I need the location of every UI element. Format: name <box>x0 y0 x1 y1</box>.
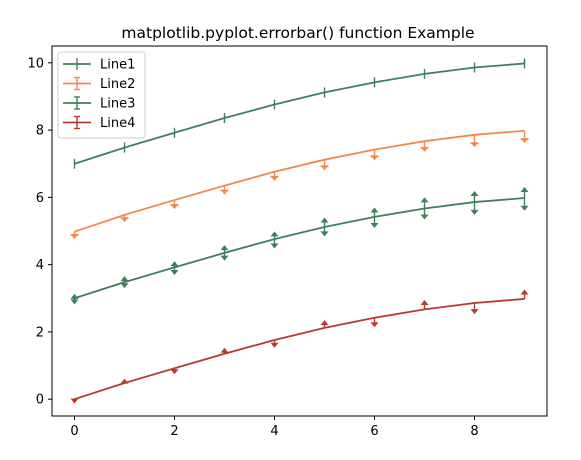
x-tick-label: 4 <box>270 424 278 439</box>
lower-limit-marker <box>170 270 179 276</box>
upper-limit-marker <box>120 276 129 282</box>
lower-limit-marker <box>320 231 329 237</box>
lower-limit-marker <box>520 205 529 211</box>
lower-limit-marker <box>370 155 379 161</box>
upper-limit-marker <box>420 299 429 305</box>
series-line <box>74 129 525 233</box>
y-tick-label: 8 <box>36 124 44 139</box>
legend-item-line3: Line3 <box>63 96 135 112</box>
upper-limit-marker <box>270 231 279 237</box>
lower-limit-marker <box>370 322 379 328</box>
y-tick-label: 4 <box>36 258 44 273</box>
upper-limit-marker <box>470 190 479 196</box>
lower-limit-marker <box>170 204 179 210</box>
series-layer <box>70 58 529 404</box>
lower-limit-marker <box>220 255 229 261</box>
x-tick-label: 8 <box>470 424 478 439</box>
lower-limit-marker <box>420 146 429 152</box>
lower-limit-marker <box>470 142 479 148</box>
lower-limit-marker <box>70 234 79 240</box>
lower-limit-marker <box>270 342 279 348</box>
upper-limit-marker <box>320 320 329 326</box>
lower-limit-marker <box>70 398 79 404</box>
legend-item-line2: Line2 <box>63 76 135 92</box>
lower-limit-marker <box>120 283 129 289</box>
legend-label: Line2 <box>100 77 135 92</box>
series-line2 <box>70 129 529 240</box>
lower-limit-marker <box>70 299 79 305</box>
chart-title: matplotlib.pyplot.errorbar() function Ex… <box>121 24 474 42</box>
lower-limit-marker <box>470 209 479 215</box>
lower-limit-marker <box>270 243 279 249</box>
lower-limit-marker <box>370 222 379 228</box>
lower-limit-marker <box>270 175 279 181</box>
series-line1 <box>73 58 526 169</box>
upper-limit-marker <box>520 289 529 295</box>
x-tick-label: 0 <box>70 424 78 439</box>
upper-limit-marker <box>520 186 529 192</box>
y-tick-label: 2 <box>36 325 44 340</box>
y-tick-label: 10 <box>27 56 44 71</box>
y-tick-label: 0 <box>36 393 44 408</box>
upper-limit-marker <box>220 245 229 251</box>
lower-limit-marker <box>420 214 429 220</box>
lower-limit-marker <box>320 165 329 171</box>
lower-limit-marker <box>470 309 479 315</box>
lower-limit-marker <box>520 138 529 144</box>
upper-limit-marker <box>420 197 429 203</box>
x-tick-label: 2 <box>170 424 178 439</box>
y-tick-label: 6 <box>36 191 44 206</box>
upper-limit-marker <box>70 293 79 299</box>
legend: Line1 Line2 Line3 Line4 <box>57 51 146 139</box>
legend-label: Line1 <box>100 58 135 73</box>
lower-limit-marker <box>170 369 179 375</box>
legend-label: Line4 <box>100 116 135 131</box>
series-line <box>74 197 525 300</box>
upper-limit-marker <box>120 378 129 384</box>
x-tick-label: 6 <box>370 424 378 439</box>
upper-limit-marker <box>220 347 229 353</box>
plot-area <box>51 45 548 417</box>
series-line4 <box>70 289 529 404</box>
series-line <box>74 298 525 401</box>
legend-item-line4: Line4 <box>63 115 135 131</box>
upper-limit-marker <box>170 261 179 267</box>
x-axis: 0 2 4 6 8 <box>70 416 479 439</box>
upper-limit-marker <box>320 217 329 223</box>
upper-limit-marker <box>370 207 379 213</box>
lower-limit-marker <box>120 217 129 223</box>
legend-label: Line3 <box>100 97 135 112</box>
lower-limit-marker <box>220 189 229 195</box>
series-line3 <box>70 186 529 305</box>
y-axis: 0 2 4 6 8 10 <box>27 56 52 408</box>
legend-item-line1: Line1 <box>63 58 135 73</box>
series-line <box>74 62 525 165</box>
